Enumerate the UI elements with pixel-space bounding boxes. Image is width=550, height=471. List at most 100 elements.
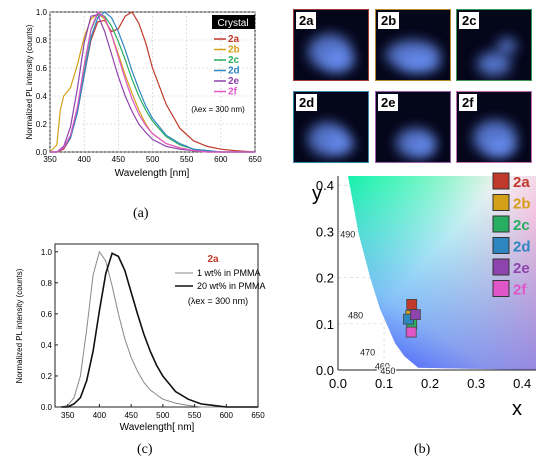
chart-c-xticks: 350 400 450 500 550 600 650 [61,404,265,420]
chart-a-ytick-label: 0.0 [36,148,48,157]
cie-xticks: 0.0 0.1 0.2 0.3 0.4 [329,376,531,391]
chart-c-xtick-label: 550 [188,411,202,420]
chart-a-legend-label-2f: 2f [228,87,238,98]
cie-yticks: 0.0 0.1 0.2 0.3 0.4 [316,178,334,378]
cie-legend-label-2b: 2b [513,196,531,213]
cie-locus-label: 490 [340,230,355,240]
chart-c-xtick-label: 450 [124,411,138,420]
crystal-glow [497,38,517,54]
chart-a-xlabel: Wavelength [nm] [115,168,190,179]
chart-a-xtick-label: 450 [112,155,126,164]
cie-ytick-label: 0.2 [316,271,334,286]
crystal-photo-label: 2d [296,94,318,111]
crystal-glow [412,140,434,154]
crystal-glow [400,54,440,72]
chart-c-ytick-label: 0.8 [41,279,53,288]
cie-xtick-label: 0.1 [375,376,393,391]
cie-ylabel: y [312,183,322,205]
cie-ytick-label: 0.3 [316,224,334,239]
cie-xtick-label: 0.4 [513,376,531,391]
chart-c-ytick-label: 0.0 [41,403,53,412]
chart-a-xticks: 350 400 450 500 550 600 650 [43,155,262,164]
chart-c-excitation-note: (λex = 300 nm) [188,296,248,306]
chart-a-yticks: 0.0 0.2 0.4 0.6 0.8 1.0 [36,8,48,157]
chart-a-xtick-label: 650 [248,155,262,164]
crystal-photo-2c: 2c [456,9,532,81]
chart-c-xtick-label: 350 [61,411,75,420]
cie-legend: 2a 2b 2c 2d 2e 2f [492,172,531,299]
chart-a-ytick-label: 0.4 [36,92,48,101]
cie-xtick-label: 0.0 [329,376,347,391]
chart-c-xtick-label: 600 [220,411,234,420]
chart-a-xtick-label: 500 [146,155,160,164]
chart-c-frame [54,243,259,408]
chart-c-ytick-label: 0.2 [41,372,53,381]
chart-c-series-line-one-wt [61,250,258,408]
caption-c: (c) [137,442,153,457]
cie-points [403,298,421,338]
chart-c-xtick-label: 400 [93,411,107,420]
chart-a-xtick-label: 550 [180,155,194,164]
chart-a-legend-label-2e: 2e [228,76,240,87]
chart-c-legend-label-twenty-wt: 20 wt% in PMMA [197,281,266,291]
cie-legend-label-2f: 2f [513,282,527,299]
crystal-photo-2a: 2a [293,9,369,81]
chart-c-series-line-twenty-wt [61,252,258,408]
chart-a-ytick-label: 1.0 [36,8,48,17]
chart-a-badge: Crystal [217,18,248,29]
chart-a-series-line-2f [50,11,255,153]
cie-legend-label-2e: 2e [513,260,530,277]
cie-legend-swatch-2d [492,237,510,254]
cie-legend-swatch-2a [492,172,510,190]
crystal-glow [328,134,354,154]
crystal-glow [324,50,354,72]
chart-a-series-line-2e [50,14,255,153]
cie-legend-label-2a: 2a [513,174,530,191]
crystal-photo-label: 2f [459,94,477,111]
crystal-photo-label: 2b [378,12,400,29]
chart-c-legend-label-one-wt: 1 wt% in PMMA [197,268,261,278]
chart-a-legend-label-2a: 2a [228,34,240,45]
crystal-photo-label: 2c [459,12,480,29]
cie-ytick-label: 0.4 [316,178,334,193]
chart-c-lines [61,250,258,408]
chart-c: 350 400 450 500 550 600 650 0.0 0.2 0.4 0.6 0.8 1.0… [15,243,266,433]
chart-c-ytick-label: 0.6 [41,310,53,319]
cie-legend-swatch-2b [492,194,510,211]
cie-point-2e [409,309,421,321]
crystal-photo-2d: 2d [293,91,369,163]
cie-legend-swatch-2c [492,215,510,233]
chart-a-ytick-label: 0.8 [36,36,48,45]
cie-point-2f [405,326,417,338]
chart-a-legend-label-2d: 2d [228,66,240,77]
crystal-photo-2b: 2b [375,9,451,81]
cie-locus-label: 480 [348,311,363,321]
chart-a-gridlines [49,11,256,153]
cie-legend-label-2c: 2c [513,217,530,234]
chart-c-ytick-label: 0.4 [41,341,53,350]
chart-c-compound-label: 2a [207,254,219,265]
chart-c-xtick-label: 500 [156,411,170,420]
chart-c-ylabel: Normalized PL intensity (counts) [15,268,24,383]
chart-a-lines [49,11,256,153]
cie-locus-label: 470 [360,348,375,358]
chart-a-xtick-label: 600 [214,155,228,164]
chart-a: 350 400 450 500 550 600 650 0.0 0.2 0.4 0.6 0.8 1.0… [25,8,262,179]
cie-point-2a [406,298,418,310]
crystal-glow [477,52,511,76]
chart-c-xtick-label: 650 [251,411,265,420]
chart-a-legend-label-2c: 2c [228,55,240,66]
cie-xlabel: x [512,398,522,420]
chart-a-ytick-label: 0.6 [36,64,48,73]
chart-c-ytick-label: 1.0 [41,248,53,257]
chart-a-xtick-label: 400 [77,155,91,164]
chart-a-ylabel: Normalized PL intensity (counts) [25,24,34,139]
chart-c-legend: 1 wt% in PMMA 20 wt% in PMMA [175,268,266,291]
cie-locus-label: 450 [380,366,395,376]
crystal-photo-2f: 2f [456,91,532,163]
chart-a-series-line-2d [50,11,255,153]
cie-legend-swatch-2e [492,258,510,276]
